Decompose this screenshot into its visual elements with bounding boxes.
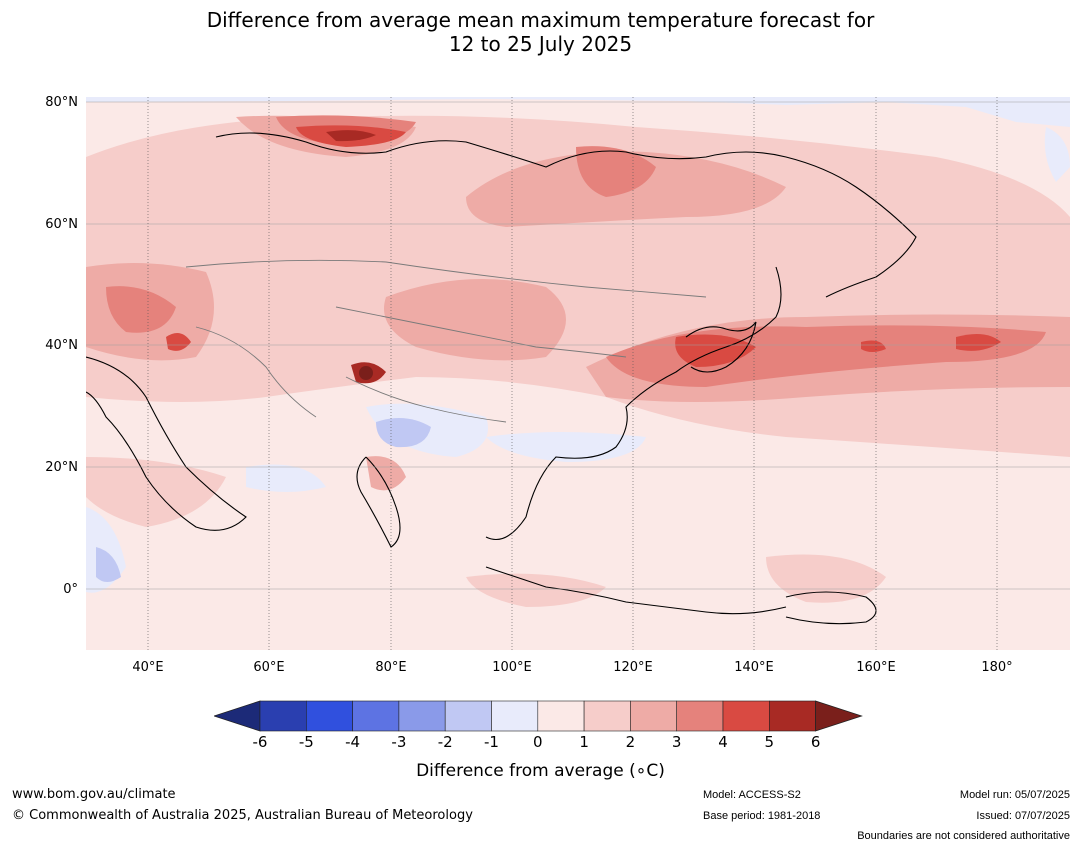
colorbar-bin-3	[398, 700, 446, 732]
colorbar-tick-label: -4	[345, 733, 361, 751]
lon-label-120e: 120°E	[613, 660, 653, 675]
footer-model: Model: ACCESS-S2	[703, 789, 801, 801]
colorbar-tick-label: -5	[298, 733, 314, 751]
footer-base-period: Base period: 1981-2018	[703, 810, 821, 822]
colorbar-extend-high	[815, 700, 863, 732]
coastline-japan	[685, 321, 757, 373]
colorbar-tick-label: 3	[671, 733, 682, 751]
colorbar-tick-label: 5	[764, 733, 775, 751]
warm-region-new-guinea	[766, 554, 886, 603]
colorbar-bin-4	[444, 700, 492, 732]
warm-region-arabia	[86, 457, 226, 527]
colorbar-label: Difference from average (∘C)	[416, 761, 665, 781]
colorbar-bin-5	[491, 700, 539, 732]
footer-disclaimer: Boundaries are not considered authoritat…	[857, 830, 1070, 842]
colorbar-bin-10	[722, 700, 770, 732]
colorbar-tick-label: 0	[533, 733, 543, 751]
colorbar-tick-label: -1	[484, 733, 499, 751]
colorbar-bin-2	[352, 700, 400, 732]
coastline-indonesia	[485, 566, 787, 615]
footer-model-run: Model run: 05/07/2025	[959, 789, 1070, 801]
colorbar	[214, 700, 863, 732]
warm-region-india	[366, 456, 406, 491]
coastline-arabia	[86, 356, 247, 531]
colorbar-tick-label: 1	[579, 733, 589, 751]
cold-region-himalaya	[376, 418, 431, 448]
lon-label-100e: 100°E	[492, 660, 532, 675]
country-borders	[185, 259, 707, 423]
coastline-east-asia	[485, 266, 782, 541]
warm-region-indonesia	[466, 573, 606, 607]
colorbar-tick-label: -3	[391, 733, 407, 751]
longitude-gridlines	[147, 97, 998, 650]
colorbar-tick-label: 2	[625, 733, 636, 751]
map-svg	[86, 97, 1070, 650]
very-hot-region-caspian	[166, 333, 191, 351]
cool-region-bering	[1044, 127, 1070, 182]
colorbar-bin-9	[676, 700, 724, 732]
colorbar-bin-0	[259, 700, 307, 732]
colorbar-bins	[214, 700, 863, 732]
lat-label-40n: 40°N	[45, 338, 78, 353]
footer-copyright: © Commonwealth of Australia 2025, Austra…	[12, 808, 473, 823]
lon-label-80e: 80°E	[375, 660, 407, 675]
colorbar-bin-7	[583, 700, 631, 732]
colorbar-bin-11	[768, 700, 816, 732]
colorbar-bin-8	[630, 700, 677, 732]
temperature-anomaly-map	[86, 97, 1070, 650]
colorbar-bin-1	[306, 700, 353, 732]
title-line-1: Difference from average mean maximum tem…	[206, 8, 875, 32]
colorbar-bin-6	[537, 700, 585, 732]
map-title: Difference from average mean maximum tem…	[0, 8, 1081, 56]
hot-region-siberia	[576, 146, 656, 197]
cold-region-africa	[96, 547, 121, 582]
coastline-arctic	[215, 132, 917, 298]
border-central-asia	[335, 306, 627, 358]
coastlines	[86, 132, 917, 625]
lat-label-60n: 60°N	[45, 217, 78, 232]
border-himalaya	[345, 376, 507, 423]
lon-label-40e: 40°E	[132, 660, 164, 675]
warm-region-central-asia	[384, 279, 566, 361]
latitude-gridlines	[86, 101, 1070, 590]
very-hot-region-pacific-mid	[861, 340, 886, 352]
colorbar-tick-label: -2	[437, 733, 453, 751]
title-line-2: 12 to 25 July 2025	[448, 32, 633, 56]
lat-label-20n: 20°N	[45, 460, 78, 475]
colorbar-extend-low	[214, 700, 261, 732]
lon-label-60e: 60°E	[253, 660, 285, 675]
lon-label-160e: 160°E	[856, 660, 896, 675]
colorbar-tick-label: 4	[718, 733, 728, 751]
extreme-region-above-6	[359, 366, 373, 380]
very-hot-region-pacific-east	[956, 333, 1001, 351]
colorbar-tick-label: -6	[252, 733, 268, 751]
border-iran	[195, 326, 317, 418]
lat-label-80n: 80°N	[45, 95, 78, 110]
lat-label-0: 0°	[63, 582, 78, 597]
cool-region-arabian-sea	[246, 464, 326, 492]
footer-url[interactable]: www.bom.gov.au/climate	[12, 787, 176, 802]
border-russia-south	[185, 259, 707, 298]
extreme-region-yamal	[326, 130, 376, 142]
colorbar-tick-label: 6	[810, 733, 821, 751]
footer-issued: Issued: 07/07/2025	[976, 810, 1070, 822]
lon-label-140e: 140°E	[734, 660, 774, 675]
cool-region-arctic	[86, 97, 1070, 127]
hot-region-caucasus	[106, 286, 176, 333]
cool-region-south-china	[486, 432, 646, 462]
lon-label-180: 180°	[981, 660, 1013, 675]
